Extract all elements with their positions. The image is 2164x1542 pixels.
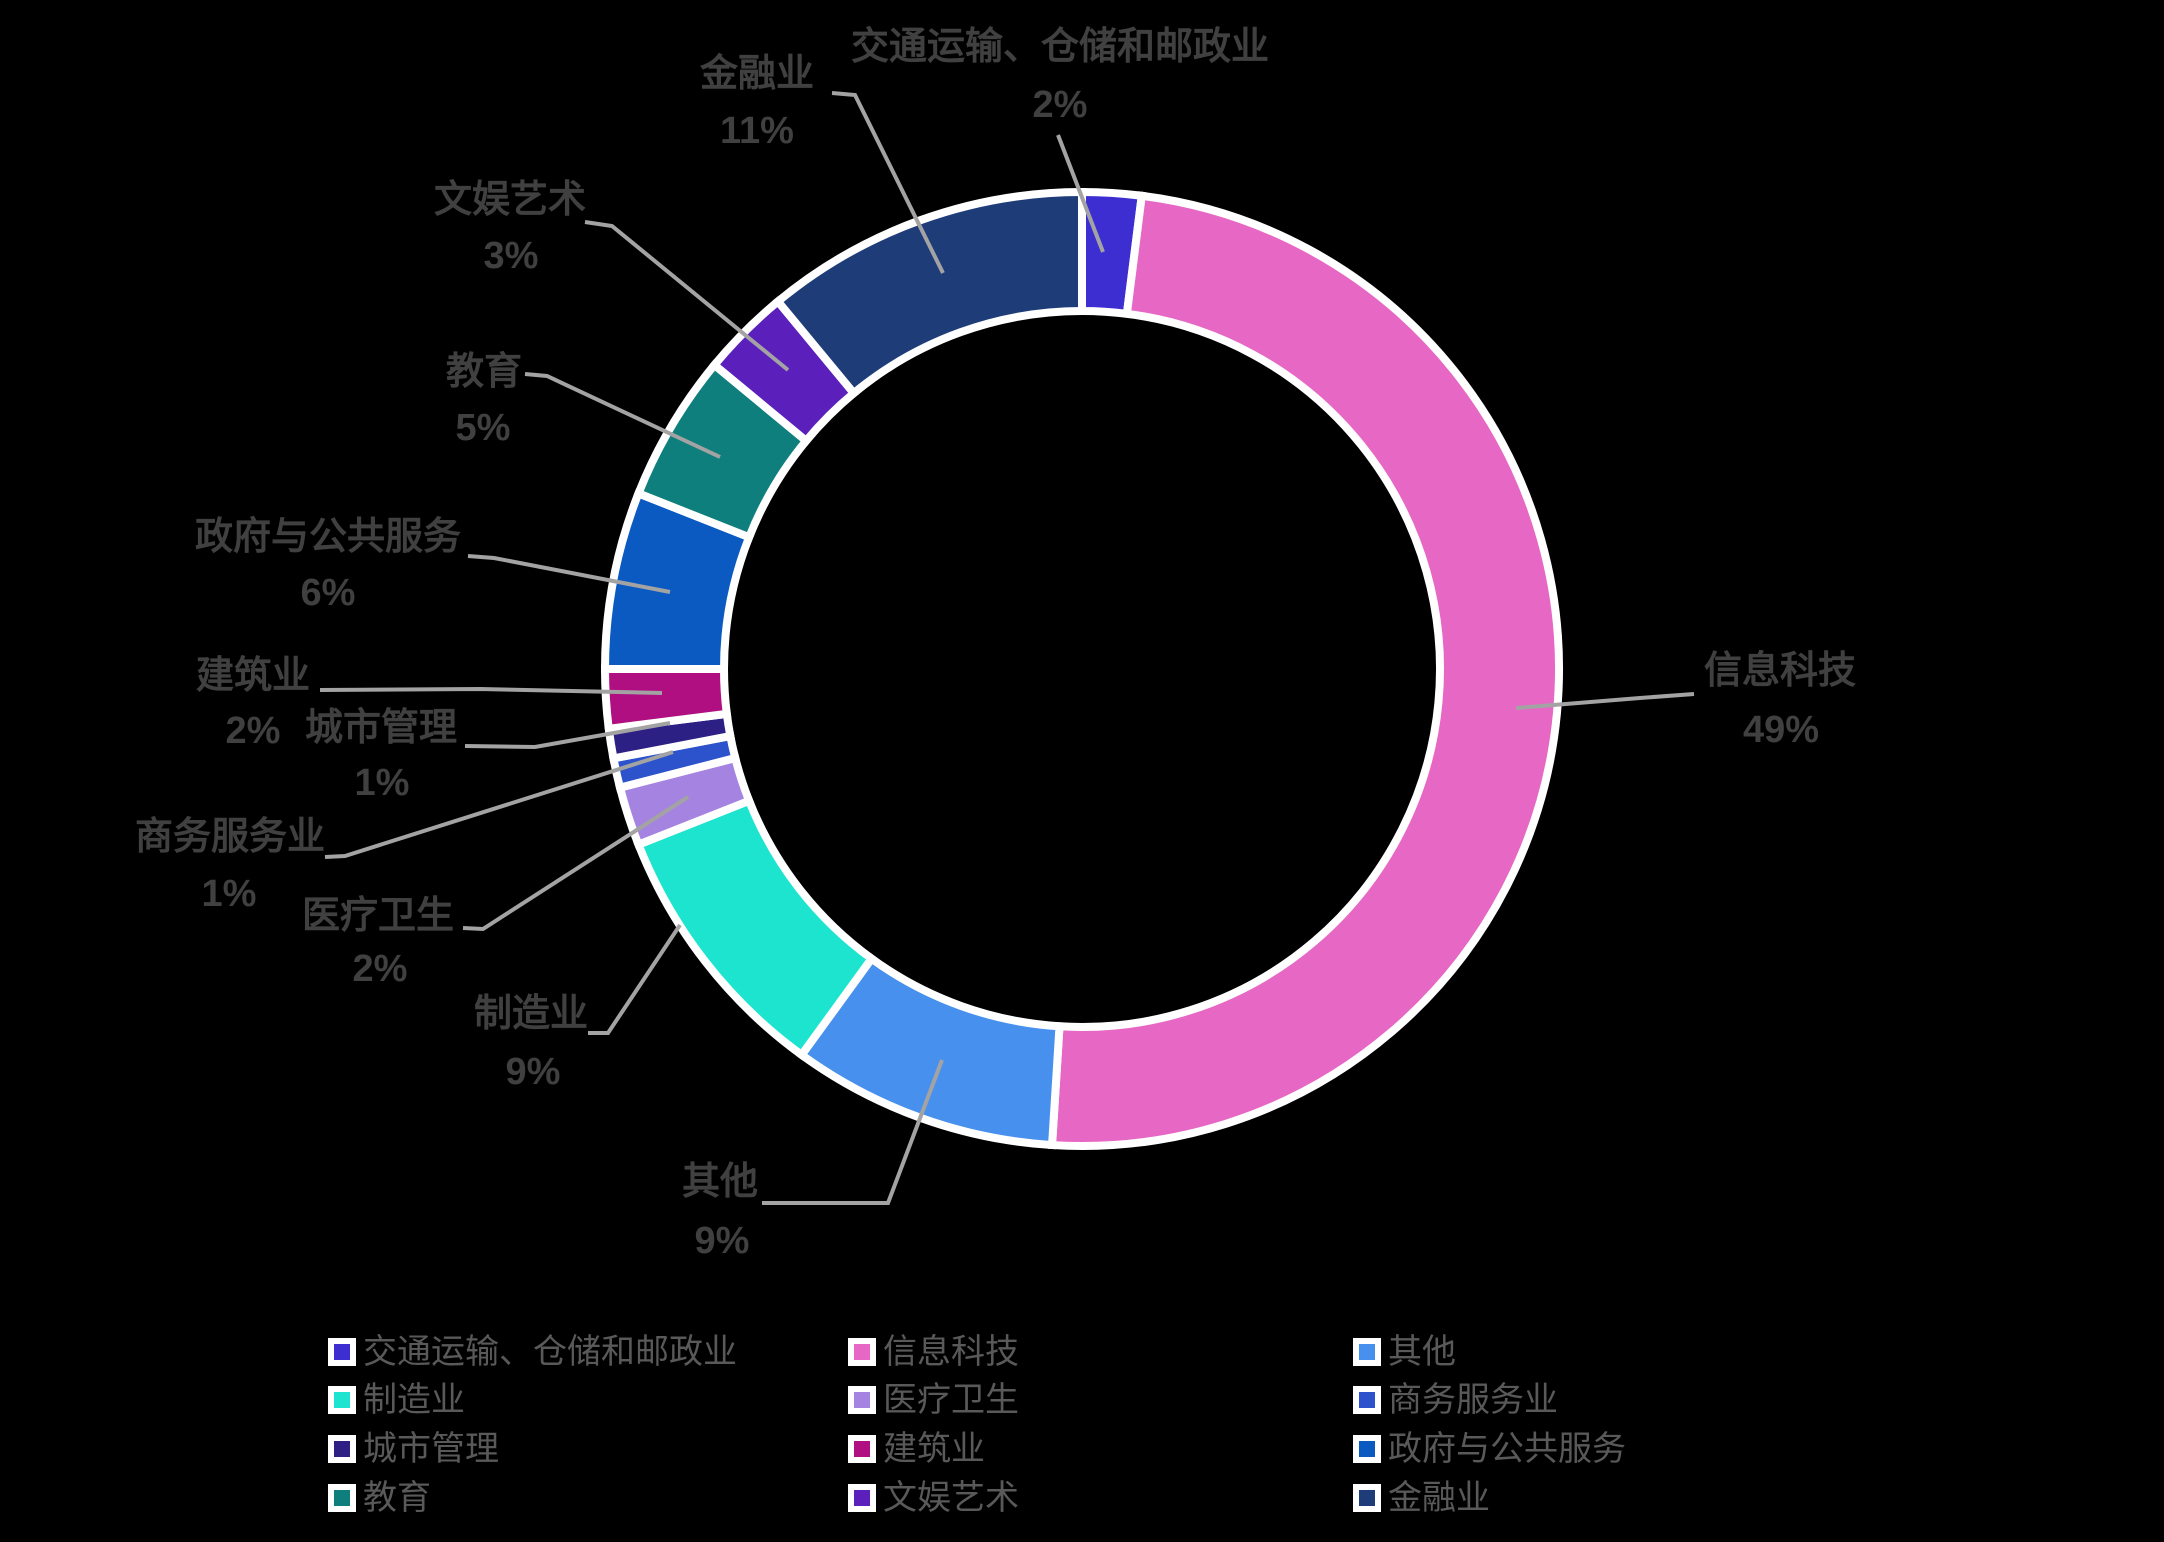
legend-item-construction: 建筑业 (848, 1430, 985, 1468)
leader-line-business-services (324, 750, 674, 859)
legend-marker-business-services (1353, 1386, 1381, 1414)
legend-marker-information-technology (848, 1338, 876, 1366)
leader-line-construction (319, 686, 663, 695)
legend-marker-culture-arts (848, 1484, 876, 1512)
legend-item-other: 其他 (1353, 1333, 1456, 1371)
data-label-name-education: 教育 (446, 351, 522, 393)
legend-marker-color (334, 1344, 350, 1360)
legend-label: 城市管理 (363, 1430, 499, 1468)
legend-item-city-management: 城市管理 (328, 1430, 499, 1468)
legend-marker-color (1359, 1441, 1375, 1457)
data-label-name-culture-arts: 文娱艺术 (434, 179, 586, 221)
data-label-name-information-technology: 信息科技 (1704, 650, 1856, 692)
legend-marker-color (1359, 1490, 1375, 1506)
segment-construction (600, 665, 732, 734)
data-label-percent-other: 9% (695, 1220, 750, 1262)
segment-information-technology (1047, 191, 1564, 1150)
legend-label: 商务服务业 (1388, 1381, 1558, 1419)
legend-item-healthcare: 医疗卫生 (848, 1381, 1019, 1419)
data-label-name-finance: 金融业 (699, 52, 814, 95)
legend-label: 政府与公共服务 (1388, 1430, 1626, 1468)
data-label-percent-healthcare: 2% (353, 948, 408, 990)
leader-line-healthcare (462, 795, 690, 932)
legend-marker-color (1359, 1344, 1375, 1360)
data-label-name-business-services: 商务服务业 (135, 816, 325, 858)
legend-item-government-public-services: 政府与公共服务 (1353, 1430, 1626, 1468)
legend-item-manufacturing: 制造业 (328, 1381, 465, 1419)
legend-marker-color (334, 1490, 350, 1506)
legend-marker-education (328, 1484, 356, 1512)
legend-marker-color (854, 1441, 870, 1457)
data-label-percent-business-services: 1% (202, 873, 257, 915)
legend-marker-color (334, 1441, 350, 1457)
legend-marker-transport-storage-postal (328, 1338, 356, 1366)
legend-label: 文娱艺术 (883, 1479, 1019, 1517)
data-label-name-city-management: 城市管理 (305, 707, 457, 749)
legend-marker-color (1359, 1392, 1375, 1408)
legend-label: 制造业 (363, 1381, 465, 1419)
legend-label: 建筑业 (883, 1430, 985, 1468)
leader-line-city-management (464, 721, 671, 750)
legend-item-business-services: 商务服务业 (1353, 1381, 1558, 1419)
leader-line-other (762, 1059, 944, 1205)
leader-line-finance (831, 91, 945, 274)
leader-line-culture-arts (584, 220, 790, 372)
legend-label: 其他 (1388, 1333, 1456, 1371)
data-label-name-government-public-services: 政府与公共服务 (195, 515, 461, 558)
leader-line-manufacturing (588, 923, 682, 1035)
legend-marker-other (1353, 1338, 1381, 1366)
leader-line-transport-storage-postal (1056, 134, 1105, 253)
legend-label: 教育 (363, 1479, 431, 1517)
data-label-name-construction: 建筑业 (196, 655, 310, 697)
legend-marker-color (854, 1490, 870, 1506)
legend-marker-finance (1353, 1484, 1381, 1512)
data-label-name-manufacturing: 制造业 (474, 993, 588, 1035)
leader-line-education (524, 372, 721, 459)
legend-item-transport-storage-postal: 交通运输、仓储和邮政业 (328, 1333, 737, 1371)
legend-label: 医疗卫生 (883, 1381, 1019, 1419)
data-label-percent-education: 5% (456, 407, 511, 449)
leader-line-information-technology (1515, 692, 1695, 710)
legend-marker-color (854, 1344, 870, 1360)
data-label-percent-finance: 11% (720, 110, 794, 152)
data-label-name-healthcare: 医疗卫生 (302, 895, 454, 937)
legend-marker-color (854, 1392, 870, 1408)
legend-label: 交通运输、仓储和邮政业 (363, 1333, 737, 1371)
legend-marker-government-public-services (1353, 1435, 1381, 1463)
data-label-percent-construction: 2% (226, 710, 281, 752)
legend-item-information-technology: 信息科技 (848, 1333, 1019, 1371)
legend-item-finance: 金融业 (1353, 1479, 1490, 1517)
data-label-percent-transport-storage-postal: 2% (1033, 84, 1088, 126)
legend-label: 金融业 (1388, 1479, 1490, 1517)
data-label-percent-government-public-services: 6% (301, 572, 356, 614)
legend-item-culture-arts: 文娱艺术 (848, 1479, 1019, 1517)
data-label-name-transport-storage-postal: 交通运输、仓储和邮政业 (851, 25, 1269, 68)
legend-marker-healthcare (848, 1386, 876, 1414)
leader-line-government-public-services (467, 554, 671, 594)
legend-item-education: 教育 (328, 1479, 431, 1517)
data-label-percent-information-technology: 49% (1743, 709, 1819, 751)
legend-marker-manufacturing (328, 1386, 356, 1414)
data-label-percent-manufacturing: 9% (506, 1051, 561, 1093)
legend-marker-city-management (328, 1435, 356, 1463)
data-label-percent-city-management: 1% (355, 762, 410, 804)
data-label-name-other: 其他 (682, 1161, 758, 1203)
legend-marker-color (334, 1392, 350, 1408)
data-label-percent-culture-arts: 3% (484, 235, 539, 277)
legend-marker-construction (848, 1435, 876, 1463)
legend-label: 信息科技 (883, 1333, 1019, 1371)
